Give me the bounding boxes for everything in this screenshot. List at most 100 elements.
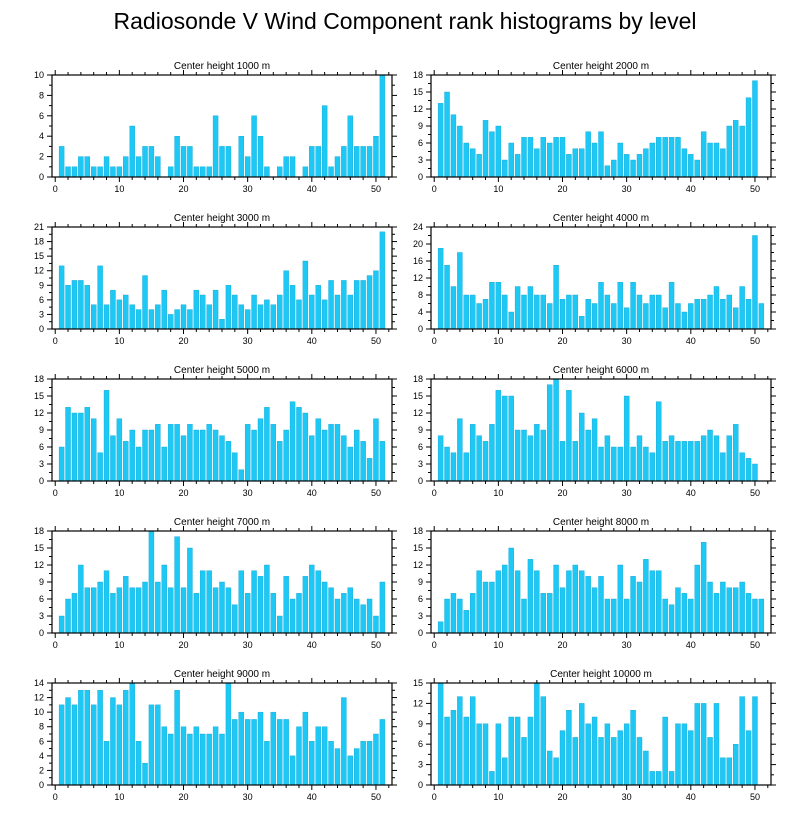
bar	[296, 407, 302, 482]
bar	[656, 137, 662, 178]
plot-frame	[51, 226, 393, 330]
x-tick-label: 20	[558, 336, 568, 346]
bar	[502, 294, 508, 330]
bar	[521, 737, 527, 786]
x-tick-label: 10	[114, 488, 124, 498]
bar	[739, 581, 745, 634]
panel-5: Center height 5000 m 0 10 20 30 40 50 0 3 6 9 12 15 1…	[34, 365, 397, 498]
bar	[463, 294, 469, 330]
bar	[457, 418, 463, 482]
bar	[270, 424, 277, 482]
bar	[354, 146, 360, 178]
y-tick-label: 3	[39, 611, 44, 621]
bar	[508, 395, 514, 482]
y-tick-label: 0	[418, 324, 423, 334]
bar	[296, 726, 302, 786]
bar	[437, 248, 444, 330]
y-tick-label: 14	[34, 678, 44, 688]
bar	[180, 435, 187, 482]
bar	[289, 285, 296, 330]
bar	[110, 166, 116, 178]
bar	[341, 146, 347, 178]
bar	[502, 757, 508, 786]
bar	[534, 424, 540, 482]
bar	[110, 435, 116, 482]
bar	[97, 452, 103, 482]
bar	[232, 294, 238, 330]
bar	[553, 265, 559, 330]
y-tick-label: 9	[418, 425, 423, 435]
bar	[508, 311, 514, 330]
bar	[726, 435, 732, 482]
bar	[225, 146, 232, 178]
bar	[611, 159, 617, 178]
x-tick-label: 30	[622, 640, 632, 650]
bar	[444, 716, 450, 786]
bar	[161, 289, 167, 330]
bar	[636, 294, 643, 330]
bar	[379, 441, 386, 482]
bar	[354, 748, 360, 786]
bar	[167, 587, 174, 634]
panel-6: Center height 6000 m 0 10 20 30 40 50 0 3 6 9 12 15 1…	[413, 365, 776, 498]
panel-title: Center height 5000 m	[174, 365, 270, 376]
x-tick-label: 50	[750, 184, 760, 194]
y-tick-label: 12	[34, 266, 44, 276]
bar	[681, 148, 688, 178]
bar	[302, 576, 309, 634]
x-tick-label: 20	[179, 184, 189, 194]
bar	[700, 299, 707, 330]
bar	[527, 559, 534, 634]
bar	[129, 682, 135, 786]
bar	[636, 737, 643, 786]
bar	[321, 429, 328, 482]
x-tick-label: 40	[686, 792, 696, 802]
bar	[694, 564, 700, 634]
bar	[630, 446, 636, 482]
bar	[110, 289, 116, 330]
bar	[585, 429, 591, 482]
x-tick-label: 10	[114, 184, 124, 194]
bar	[251, 294, 257, 330]
bar	[309, 294, 315, 330]
bar	[180, 726, 187, 786]
y-tick-label: 12	[34, 408, 44, 418]
x-tick-label: 40	[307, 792, 317, 802]
y-tick-label: 15	[34, 543, 44, 553]
bar	[238, 469, 244, 482]
x-tick-label: 20	[558, 640, 568, 650]
bar	[129, 304, 135, 330]
bar	[174, 135, 180, 178]
bar	[161, 446, 167, 482]
bar	[668, 771, 675, 786]
bar	[463, 142, 469, 178]
bar	[58, 265, 65, 330]
panel-title: Center height 7000 m	[174, 517, 270, 528]
bar	[206, 733, 212, 786]
bar	[148, 530, 155, 634]
bar	[611, 737, 617, 786]
bar	[707, 142, 713, 178]
bar	[238, 135, 244, 178]
bar	[225, 682, 232, 786]
bar	[244, 309, 251, 330]
bar	[457, 125, 463, 178]
bar	[129, 125, 135, 178]
bar	[283, 719, 289, 786]
bar	[315, 726, 321, 786]
bar	[212, 429, 219, 482]
bar	[238, 570, 244, 634]
bar	[707, 294, 713, 330]
bar	[630, 710, 636, 786]
bar	[155, 704, 161, 786]
panel-title: Center height 8000 m	[553, 517, 649, 528]
bar	[360, 280, 366, 330]
bar	[123, 441, 129, 482]
y-tick-label: 9	[418, 719, 423, 729]
bar	[270, 304, 277, 330]
bar	[200, 429, 206, 482]
x-tick-label: 50	[371, 488, 381, 498]
panel-title: Center height 10000 m	[550, 669, 652, 680]
bar	[212, 289, 219, 330]
bar	[123, 576, 129, 634]
